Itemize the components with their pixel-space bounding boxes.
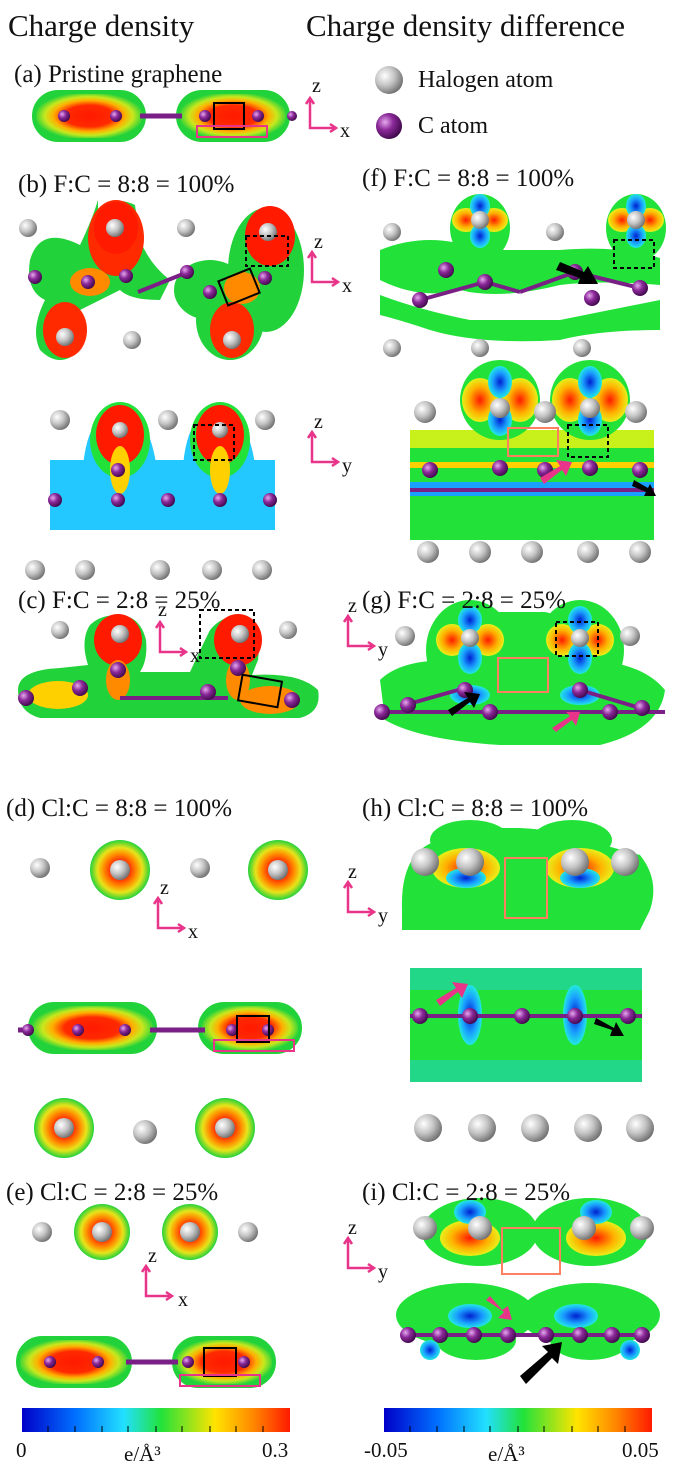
axis-a-z: z [312,75,321,97]
axes-zy-b [306,430,340,468]
panel-b-label: (b) F:C = 8:8 = 100% [18,171,235,198]
panel-f-bottom [410,360,656,563]
axes-zy-g [342,614,376,652]
axis-bb-z: z [314,411,323,433]
axis-g-z: z [348,595,357,617]
colorbar-right-unit: e/Å³ [488,1442,525,1466]
panel-d [18,840,308,1158]
colorbar-left [22,1408,290,1432]
panel-f-label: (f) F:C = 8:8 = 100% [362,165,575,192]
axis-c-z: z [158,599,167,621]
panel-g [374,600,665,745]
axis-e-z: z [148,1245,157,1267]
axes-zx-c [154,620,188,658]
header-charge-density-difference: Charge density difference [306,8,626,43]
axis-h-y: y [378,905,388,927]
carbon-atom-swatch [376,113,402,139]
colorbar-left-min: 0 [16,1438,27,1462]
axes-zx-e [140,1264,174,1302]
axis-b-x: x [342,275,352,297]
axis-e-x: x [178,1289,188,1311]
panel-h [401,820,654,1142]
colorbar-right-max: 0.05 [622,1438,659,1462]
axis-i-y: y [378,1261,388,1283]
panel-i-label: (i) Cl:C = 2:8 = 25% [362,1179,571,1206]
axis-c-x: x [190,645,200,667]
panel-a-graphene [32,90,297,142]
axes-zx-a [304,96,338,134]
axis-g-y: y [378,639,388,661]
colorbar-right [384,1408,652,1432]
panel-c [18,609,319,718]
legend-carbon-label: C atom [418,113,488,139]
panel-a-label: (a) Pristine graphene [14,61,223,88]
panel-c-label: (c) F:C = 2:8 = 25% [18,587,221,614]
axes-zy-i [342,1236,376,1274]
axis-i-z: z [348,1217,357,1239]
colorbar-left-unit: e/Å³ [124,1442,161,1466]
colorbar-left-max: 0.3 [262,1438,289,1462]
panel-i [396,1198,660,1384]
axis-d-z: z [160,877,169,899]
axis-b-z: z [314,231,323,253]
axis-d-x: x [188,921,198,943]
axis-a-x: x [340,120,350,142]
panel-b-bottom [25,402,277,580]
header-charge-density: Charge density [8,8,195,43]
axis-h-z: z [348,861,357,883]
panel-f-top [380,194,666,357]
colorbar-right-min: -0.05 [364,1438,408,1462]
legend-halogen-label: Halogen atom [418,67,554,93]
axes-zy-h [342,880,376,918]
axes-zx-d [152,896,186,934]
axes-zx-b [306,250,340,288]
panel-e [16,1204,276,1388]
panel-g-label: (g) F:C = 2:8 = 25% [362,587,566,614]
halogen-atom-swatch [375,66,403,94]
panel-d-label: (d) Cl:C = 8:8 = 100% [6,795,233,822]
panel-e-label: (e) Cl:C = 2:8 = 25% [6,1179,219,1206]
panel-h-label: (h) Cl:C = 8:8 = 100% [362,795,589,822]
axis-bb-y: y [342,455,352,477]
panel-b-top [19,200,304,360]
